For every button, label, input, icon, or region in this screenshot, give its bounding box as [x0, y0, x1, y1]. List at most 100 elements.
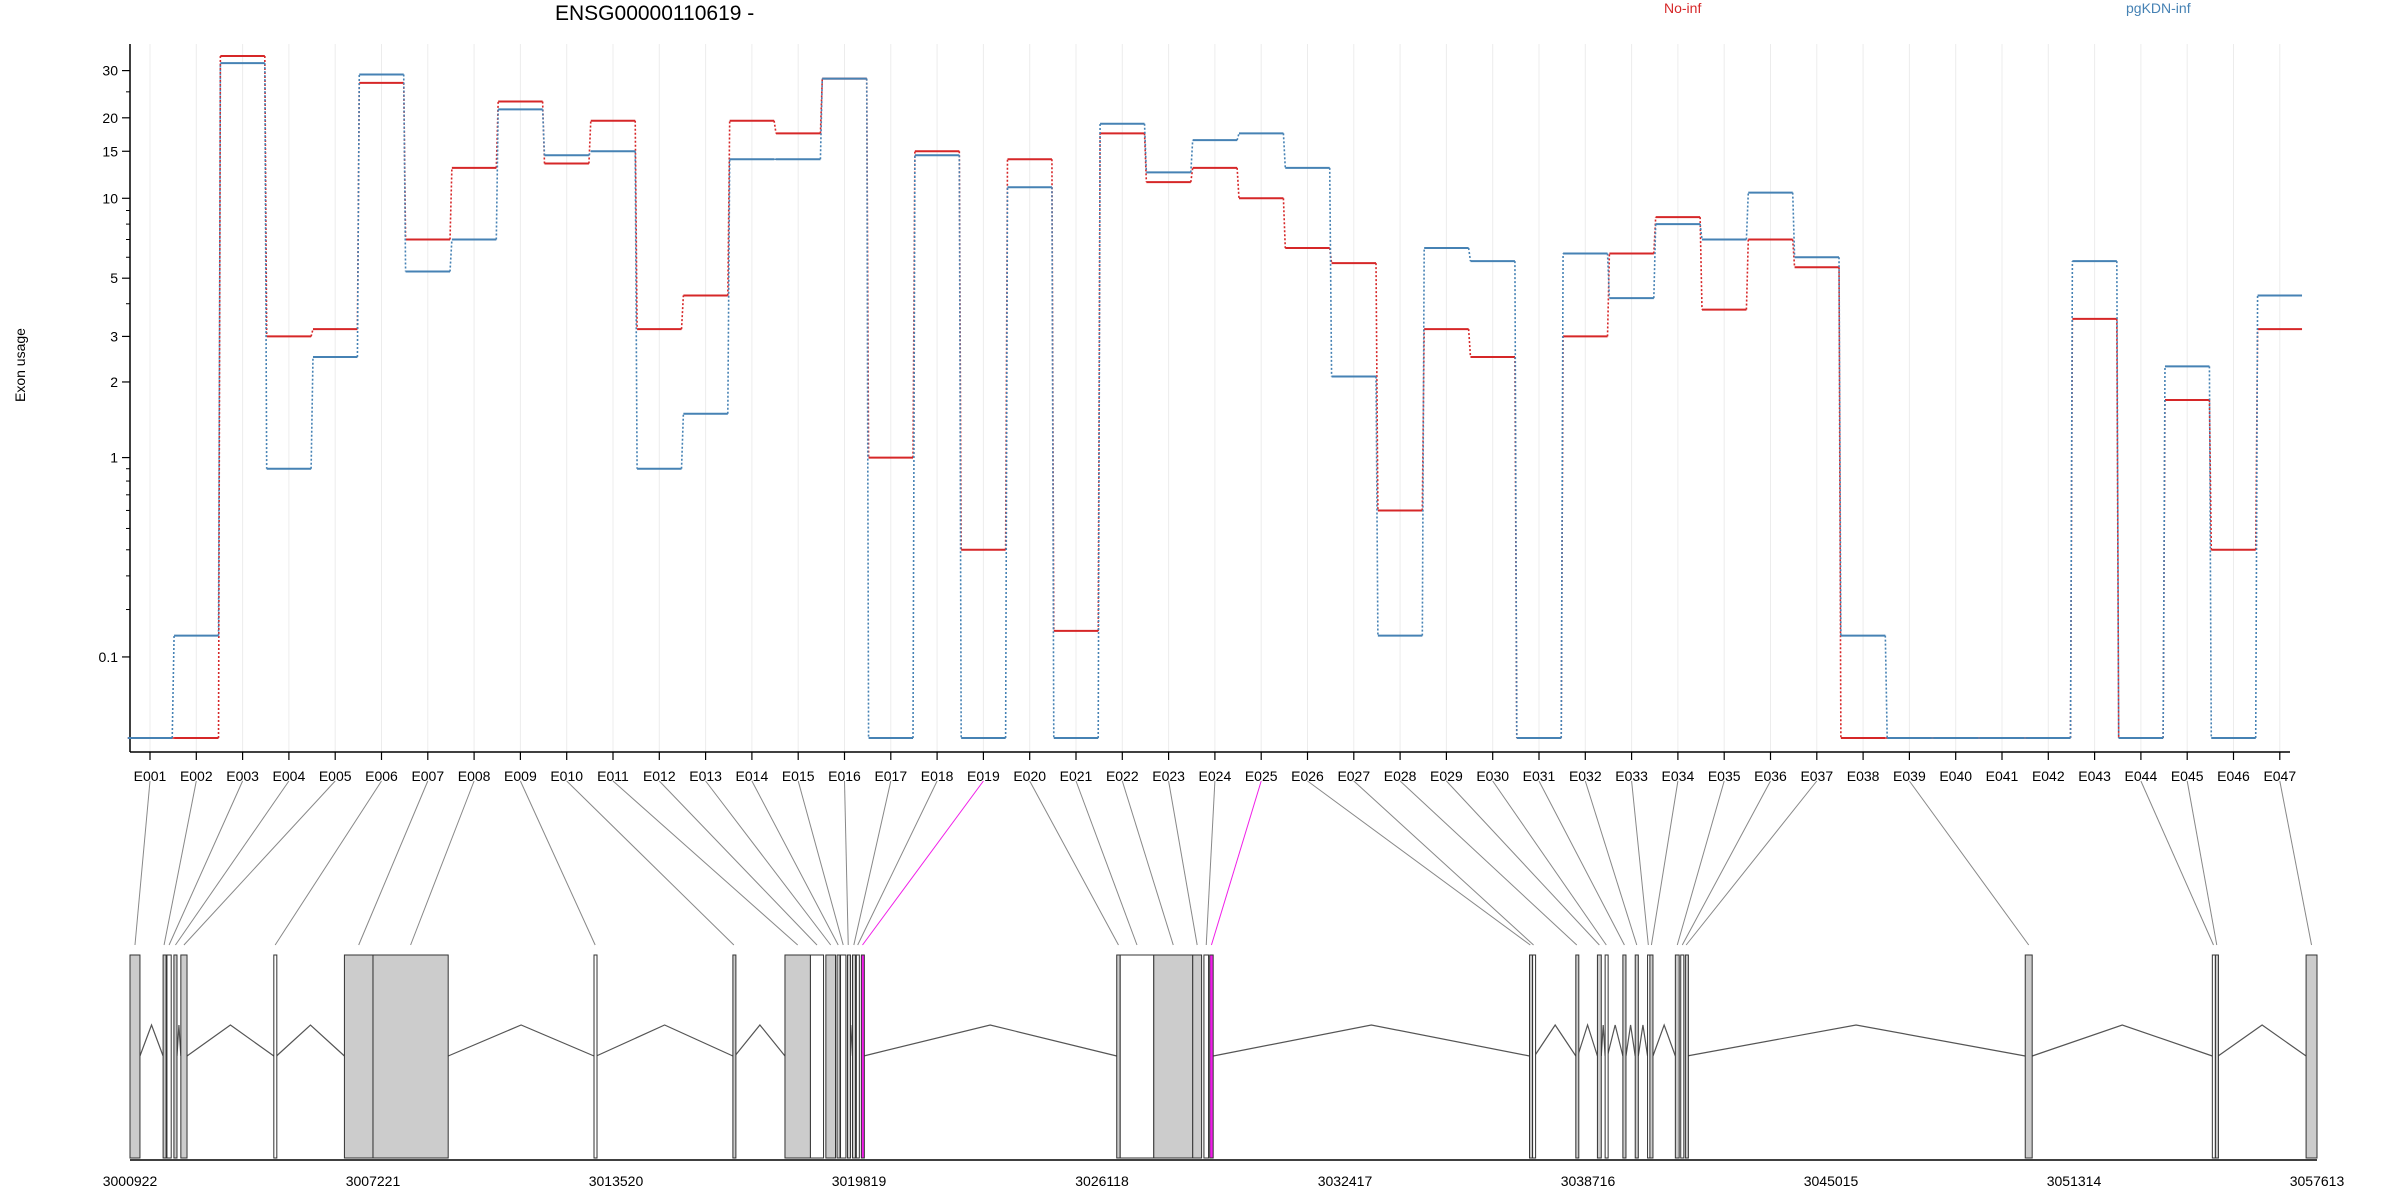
- exon-connector: [853, 780, 892, 946]
- exon-box: [836, 954, 841, 1159]
- x-tick-label: E034: [1662, 768, 1695, 784]
- x-tick-label: E037: [1800, 768, 1833, 784]
- exon-connector: [1205, 780, 1216, 946]
- x-tick-label: E006: [365, 768, 398, 784]
- x-tick-label: E004: [273, 768, 306, 784]
- exon-box: [851, 954, 856, 1159]
- exon-box: [825, 954, 837, 1159]
- exon-connector: [1353, 780, 1534, 946]
- x-tick-label: E044: [2125, 768, 2158, 784]
- connector: [310, 328, 314, 337]
- exon-connector: [1681, 780, 1771, 946]
- x-tick-label: E015: [782, 768, 815, 784]
- exon-box: [860, 954, 865, 1159]
- connector: [2162, 366, 2166, 739]
- exon-connector: [1075, 780, 1138, 946]
- connector: [912, 155, 916, 739]
- intron: [1686, 1024, 2026, 1057]
- connector: [1375, 263, 1379, 511]
- connector: [1606, 253, 1611, 299]
- connector: [1051, 187, 1055, 739]
- exon-connector: [1676, 780, 1725, 946]
- exon-connector: [1399, 780, 1578, 946]
- intron: [863, 1024, 1117, 1057]
- exon-connector: [844, 780, 849, 946]
- exon-box: [784, 954, 811, 1159]
- exon-box: [2214, 954, 2219, 1159]
- x-tick-label: E009: [504, 768, 537, 784]
- connector: [680, 413, 685, 469]
- x-tick-label: E010: [550, 768, 583, 784]
- x-tick-label: E001: [134, 768, 167, 784]
- exon-box: [1119, 954, 1155, 1159]
- gene-model: 3000922 3007221 3013520 3019819 3026118 30324…: [103, 780, 2344, 1189]
- exon-box: [180, 954, 188, 1159]
- exon-connector: [1029, 780, 1119, 946]
- x-tick-label: E036: [1754, 768, 1787, 784]
- exon-box: [1116, 954, 1121, 1159]
- connector: [588, 150, 592, 156]
- connector: [2208, 399, 2213, 550]
- exon-box: [1680, 954, 1685, 1159]
- exon-connector: [274, 780, 382, 946]
- exon-connector: [1446, 780, 1600, 946]
- connector: [1097, 123, 1101, 739]
- exon-box: [1649, 954, 1654, 1159]
- exon-connector: [797, 780, 844, 946]
- exon-connector: [1631, 780, 1649, 946]
- intron: [139, 1023, 164, 1057]
- intron: [2031, 1024, 2213, 1057]
- intron: [596, 1024, 734, 1057]
- x-tick-label: E021: [1060, 768, 1093, 784]
- exon-connector: [1168, 780, 1198, 946]
- genomic-tick-label: 3007221: [346, 1173, 401, 1189]
- x-tick-label: E005: [319, 768, 352, 784]
- exon-connector: [1492, 780, 1607, 946]
- intron: [447, 1024, 595, 1057]
- connector: [1699, 224, 1703, 240]
- x-tick-label: E028: [1384, 768, 1417, 784]
- intron: [1606, 1024, 1624, 1057]
- exon-connector: [1908, 780, 2030, 946]
- chart-title: ENSG00000110619 -: [555, 2, 755, 25]
- x-tick-label: E007: [411, 768, 444, 784]
- connector: [217, 63, 222, 636]
- connector: [449, 167, 453, 240]
- x-tick-label: E002: [180, 768, 213, 784]
- y-tick-label: 30: [102, 63, 118, 79]
- exon-connector: [2279, 780, 2313, 946]
- y-tick-label: 3: [110, 328, 118, 344]
- y-tick-label: 1: [110, 450, 118, 466]
- connector: [819, 78, 824, 160]
- connector: [819, 78, 824, 134]
- x-tick-label: E039: [1893, 768, 1926, 784]
- x-tick-label: E030: [1476, 768, 1509, 784]
- connector: [727, 159, 731, 414]
- connector: [2254, 295, 2259, 739]
- exon-box: [1684, 954, 1689, 1159]
- exon-box: [732, 954, 737, 1159]
- connector: [1745, 192, 1750, 240]
- x-tick-label: E024: [1199, 768, 1232, 784]
- connector: [1282, 133, 1287, 168]
- exon-box: [1604, 954, 1609, 1159]
- x-tick-label: E008: [458, 768, 491, 784]
- connector: [495, 109, 499, 240]
- connector: [1467, 329, 1472, 358]
- intron: [1600, 1024, 1606, 1057]
- legend-entry-no-inf: No-inf: [1664, 0, 1702, 16]
- connector: [1699, 217, 1703, 310]
- series-pgkdn-inf: [127, 62, 2303, 739]
- genomic-tick-label: 3019819: [832, 1173, 887, 1189]
- intron: [1637, 1024, 1649, 1057]
- x-tick-label: E014: [736, 768, 769, 784]
- x-tick-label: E011: [597, 768, 629, 784]
- intron: [276, 1024, 345, 1057]
- x-tick-label: E029: [1430, 768, 1463, 784]
- exon-connector: [175, 780, 290, 946]
- exon-box: [1153, 954, 1194, 1159]
- exon-connector: [1584, 780, 1638, 946]
- y-tick-label: 15: [102, 143, 118, 159]
- connector: [1838, 267, 1842, 739]
